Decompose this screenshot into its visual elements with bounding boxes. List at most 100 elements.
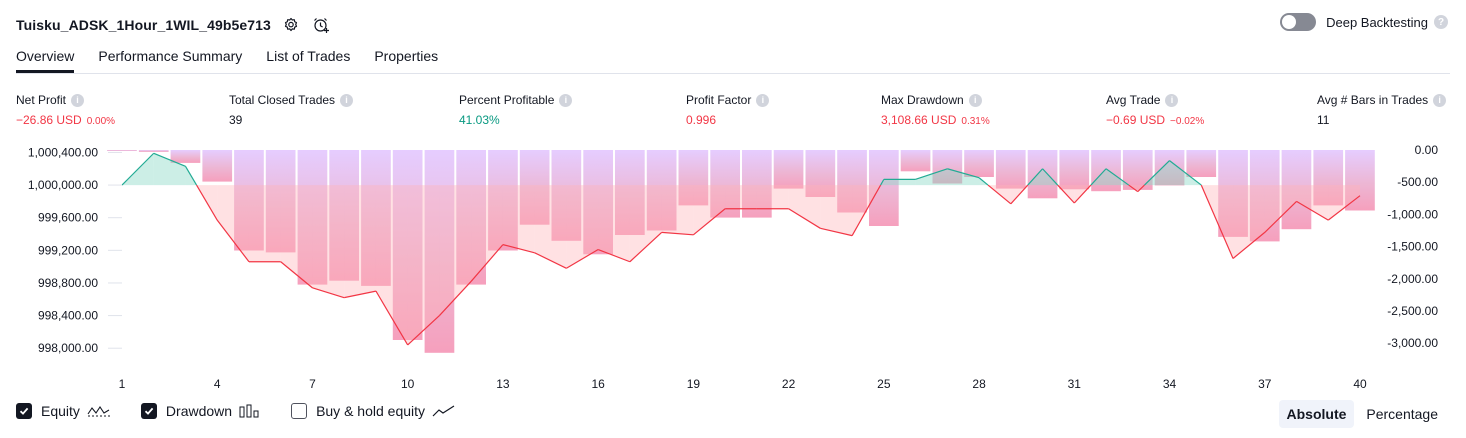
- header: Tuisku_ADSK_1Hour_1WIL_49b5e713: [16, 14, 331, 36]
- help-question-icon[interactable]: ?: [1434, 15, 1448, 29]
- tab-performance-summary[interactable]: Performance Summary: [98, 48, 243, 64]
- checkbox-checked-icon[interactable]: [16, 403, 32, 419]
- equity-line-segment: [375, 290, 409, 346]
- metric-label: Max Drawdown: [881, 93, 964, 107]
- metric-label: Net Profit: [16, 93, 67, 107]
- tab-properties[interactable]: Properties: [374, 48, 439, 64]
- drawdown-bar: [742, 150, 772, 218]
- equity-line-segment: [153, 152, 186, 167]
- equity-line-segment: [344, 290, 377, 299]
- equity-fill-segment: [629, 185, 662, 262]
- metrics-row: Net Profit i −26.86 USD 0.00% Total Closed…: [0, 93, 1466, 133]
- equity-line-segment: [1169, 160, 1202, 186]
- equity-line-segment: [534, 252, 567, 269]
- drawdown-bar: [138, 150, 169, 152]
- equity-line-segment: [184, 166, 198, 186]
- metric-value: −26.86 USD: [16, 113, 82, 127]
- drawdown-bar: [900, 150, 931, 172]
- tab-list-of-trades[interactable]: List of Trades: [266, 48, 351, 64]
- metric-value: 39: [229, 113, 243, 127]
- equity-line-segment: [1128, 184, 1139, 193]
- metric-value: 0.996: [686, 113, 717, 127]
- add-alert-clock-icon[interactable]: [311, 15, 331, 35]
- equity-fill-segment: [471, 185, 503, 282]
- metric-sub-value: 0.00%: [86, 116, 116, 127]
- equity-line-segment: [597, 248, 631, 263]
- equity-line-segment: [438, 280, 472, 316]
- equity-line-segment: [1073, 184, 1092, 204]
- legend-equity[interactable]: Equity: [16, 403, 111, 419]
- x-tick-label: 16: [591, 377, 605, 391]
- equity-fill-segment: [661, 185, 694, 235]
- x-tick-label: 7: [309, 377, 316, 391]
- strategy-title: Tuisku_ADSK_1Hour_1WIL_49b5e713: [16, 17, 271, 33]
- equity-fill-segment: [1296, 185, 1329, 221]
- equity-fill-segment: [248, 185, 281, 262]
- info-icon[interactable]: i: [71, 93, 85, 107]
- info-icon[interactable]: i: [968, 93, 982, 107]
- equity-fill-segment: [566, 185, 599, 269]
- info-icon[interactable]: i: [756, 93, 770, 107]
- equity-line-segment: [216, 219, 250, 263]
- metric-value: 41.03%: [459, 113, 500, 127]
- equity-fill-segment: [534, 185, 567, 269]
- drawdown-bar: [964, 150, 994, 177]
- equity-line-segment: [880, 179, 885, 186]
- metric-avg-bars-in-trades: Avg # Bars in Trades i 11: [1317, 93, 1447, 127]
- info-icon[interactable]: i: [340, 93, 354, 107]
- tabs-divider: [16, 73, 1450, 74]
- deep-backtesting-label: Deep Backtesting: [1326, 14, 1428, 30]
- drawdown-bar: [678, 150, 709, 206]
- equity-line-segment: [1137, 184, 1145, 193]
- equity-line-segment: [280, 261, 313, 289]
- equity-fill-segment: [502, 185, 535, 253]
- drawdown-bar: [805, 150, 836, 197]
- equity-line-segment: [121, 152, 155, 186]
- chart-legend: Equity Drawdown Buy & hold equity: [16, 403, 486, 419]
- legend-buy-hold-equity[interactable]: Buy & hold equity: [291, 403, 456, 419]
- equity-line-segment: [1090, 168, 1107, 186]
- info-icon[interactable]: i: [1165, 93, 1179, 107]
- checkbox-unchecked-icon[interactable]: [291, 403, 308, 419]
- equity-fill: [122, 153, 1360, 345]
- drawdown-bar: [234, 150, 264, 251]
- tab-overview[interactable]: Overview: [16, 48, 75, 73]
- y-axis-left: 1,000,400.00 1,000,000.00 999,600.00 999,20…: [28, 145, 122, 355]
- drawdown-bar: [107, 150, 137, 151]
- settings-gear-icon[interactable]: [281, 15, 301, 35]
- y-right-tick-label: -2,000.00: [1387, 272, 1438, 286]
- drawdown-bar: [1186, 150, 1217, 177]
- drawdown-bar: [710, 150, 740, 218]
- equity-line-segment: [312, 287, 345, 299]
- x-tick-label: 4: [214, 377, 221, 391]
- drawdown-bar: [202, 150, 233, 182]
- equity-line-segment: [820, 227, 853, 237]
- info-icon[interactable]: i: [1433, 93, 1447, 107]
- metric-label: Avg Trade: [1106, 93, 1161, 107]
- info-icon[interactable]: i: [559, 93, 573, 107]
- equity-fill-segment: [1264, 185, 1297, 233]
- drawdown-bar: [1218, 150, 1248, 237]
- equity-fill-segment: [153, 153, 186, 186]
- equity-line-segment: [1010, 184, 1029, 205]
- drawdown-bar: [297, 150, 328, 285]
- x-tick-label: 19: [687, 377, 701, 391]
- equity-line-segment: [1264, 200, 1297, 233]
- drawdown-bar: [456, 150, 486, 285]
- absolute-mode-button[interactable]: Absolute: [1278, 400, 1355, 428]
- drawdown-bar: [869, 150, 899, 226]
- checkbox-checked-icon[interactable]: [140, 403, 157, 419]
- equity-fill-segment: [439, 185, 472, 316]
- equity-line-segment: [1057, 184, 1075, 204]
- drawdown-bar: [1345, 150, 1375, 211]
- metric-sub-value: −0.02%: [1170, 116, 1205, 127]
- y-right-tick-label: -2,500.00: [1387, 304, 1438, 318]
- equity-fill-segment: [375, 185, 408, 345]
- legend-drawdown[interactable]: Drawdown: [140, 403, 261, 419]
- percentage-mode-button[interactable]: Percentage: [1366, 406, 1438, 422]
- y-left-tick-label: 998,400.00: [38, 309, 98, 323]
- equity-line-segment: [1144, 160, 1170, 186]
- metric-max-drawdown: Max Drawdown i 3,108.66 USD 0.31%: [881, 93, 990, 127]
- equity-line-segment: [915, 168, 948, 180]
- deep-backtesting-toggle[interactable]: [1280, 13, 1317, 31]
